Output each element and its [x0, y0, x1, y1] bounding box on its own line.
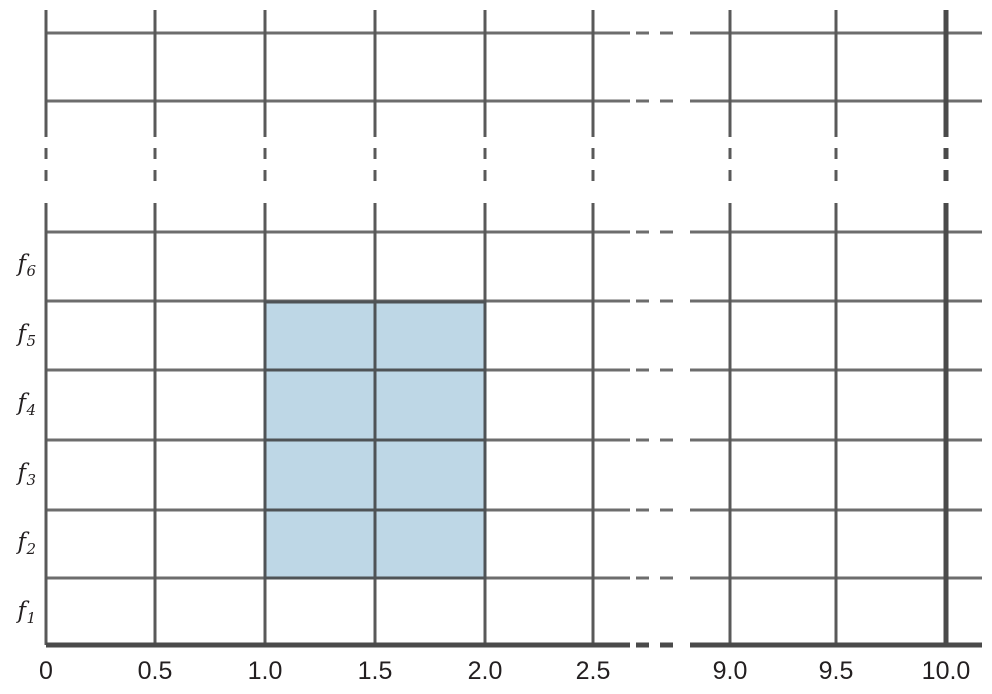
x-tick-label-10-0: 10.0	[921, 657, 971, 685]
x-tick-label-1-0: 1.0	[247, 657, 283, 685]
vertical-gridlines-lower-block	[44, 203, 838, 645]
y-tick-subscript-f3: 3	[26, 470, 36, 489]
vertical-gridlines-top-block	[44, 10, 838, 137]
x-tick-label-1-5: 1.5	[357, 657, 393, 685]
y-tick-base-f4: f	[17, 390, 26, 416]
vertical-break-dashes	[44, 148, 838, 192]
y-tick-subscript-f5: 5	[26, 331, 36, 350]
y-tick-base-f2: f	[17, 529, 26, 555]
y-tick-base-f5: f	[17, 321, 26, 347]
y-tick-label-f6: f6	[0, 253, 36, 279]
y-tick-label-f3: f3	[0, 462, 36, 488]
y-tick-label-f5: f5	[0, 323, 36, 349]
x-tick-label-2-5: 2.5	[575, 657, 611, 685]
y-tick-base-f1: f	[17, 598, 26, 624]
y-tick-base-f6: f	[17, 251, 26, 277]
y-tick-subscript-f4: 4	[26, 400, 36, 419]
x-tick-label-9-0: 9.0	[712, 657, 748, 685]
x-tick-label-0: 0	[39, 657, 53, 685]
x-tick-label-9-5: 9.5	[818, 657, 854, 685]
y-tick-subscript-f2: 2	[26, 539, 36, 558]
horizontal-gridlines-top-block	[46, 31, 982, 103]
horizontal-gridlines-lower-block	[46, 230, 982, 580]
highlight-region-outline	[263, 300, 487, 580]
y-tick-subscript-f6: 6	[26, 261, 36, 280]
y-tick-subscript-f1: 1	[26, 608, 36, 627]
x-tick-label-0-5: 0.5	[137, 657, 173, 685]
y-tick-label-f2: f2	[0, 531, 36, 557]
y-tick-label-f1: f1	[0, 600, 36, 626]
x-tick-label-2-0: 2.0	[467, 657, 503, 685]
y-tick-label-f4: f4	[0, 392, 36, 418]
y-tick-base-f3: f	[17, 460, 26, 486]
